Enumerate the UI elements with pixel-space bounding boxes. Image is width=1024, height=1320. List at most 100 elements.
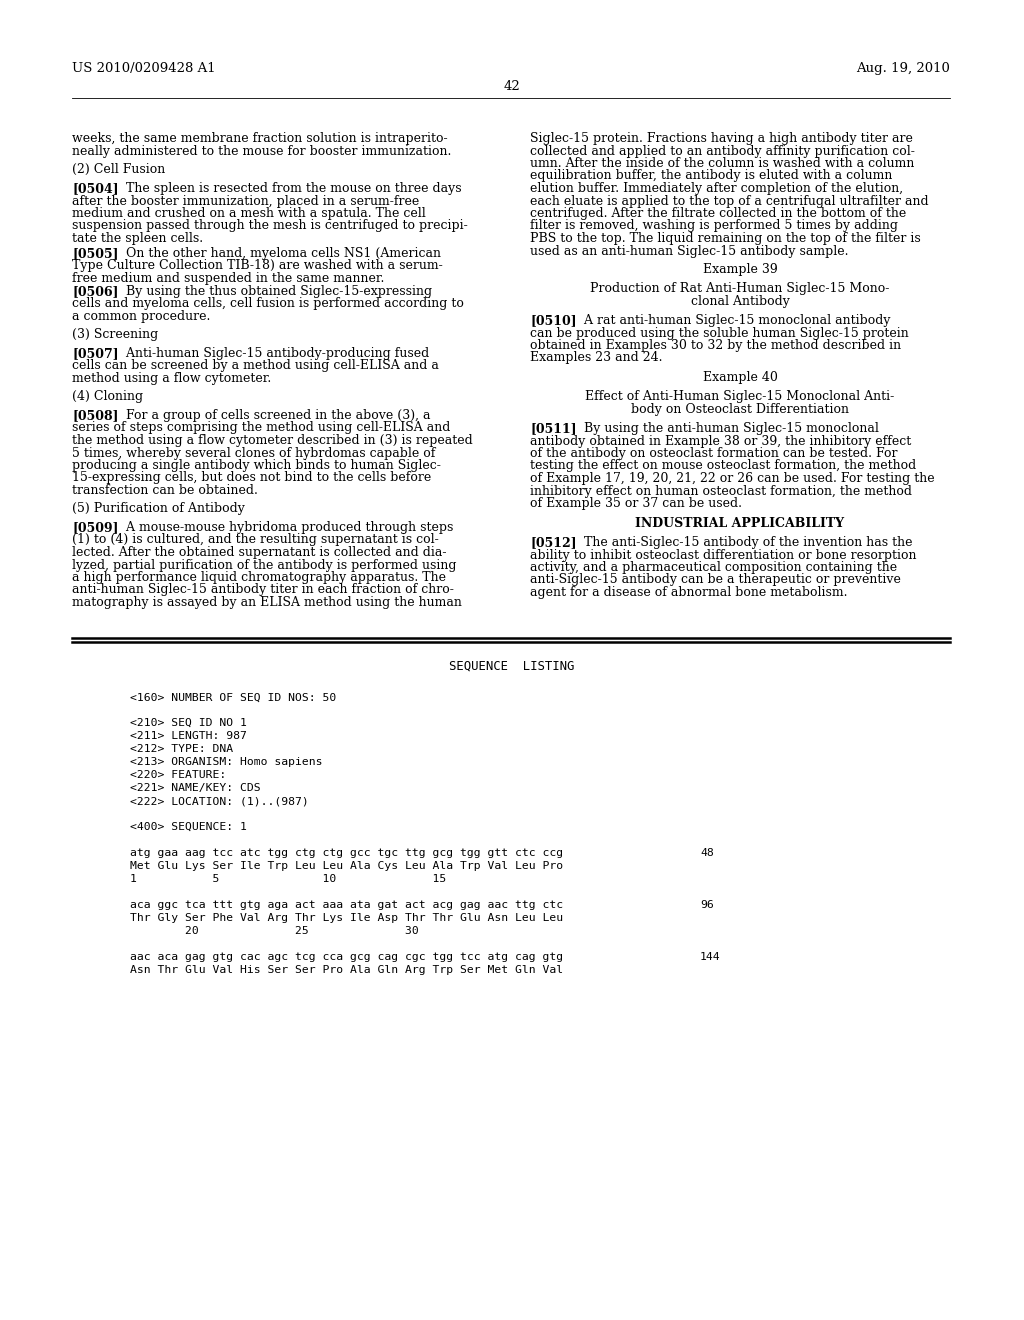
Text: 144: 144	[700, 952, 721, 962]
Text: [0512]: [0512]	[530, 536, 577, 549]
Text: lected. After the obtained supernatant is collected and dia-: lected. After the obtained supernatant i…	[72, 546, 446, 558]
Text: Example 40: Example 40	[702, 371, 777, 384]
Text: obtained in Examples 30 to 32 by the method described in: obtained in Examples 30 to 32 by the met…	[530, 339, 901, 352]
Text: US 2010/0209428 A1: US 2010/0209428 A1	[72, 62, 216, 75]
Text: each eluate is applied to the top of a centrifugal ultrafilter and: each eluate is applied to the top of a c…	[530, 194, 929, 207]
Text: transfection can be obtained.: transfection can be obtained.	[72, 484, 258, 498]
Text: Examples 23 and 24.: Examples 23 and 24.	[530, 351, 663, 364]
Text: matography is assayed by an ELISA method using the human: matography is assayed by an ELISA method…	[72, 597, 462, 609]
Text: 42: 42	[504, 81, 520, 92]
Text: Type Culture Collection TIB-18) are washed with a serum-: Type Culture Collection TIB-18) are wash…	[72, 260, 442, 272]
Text: INDUSTRIAL APPLICABILITY: INDUSTRIAL APPLICABILITY	[636, 517, 845, 531]
Text: 96: 96	[700, 900, 714, 909]
Text: 5 times, whereby several clones of hybrdomas capable of: 5 times, whereby several clones of hybrd…	[72, 446, 435, 459]
Text: used as an anti-human Siglec-15 antibody sample.: used as an anti-human Siglec-15 antibody…	[530, 244, 849, 257]
Text: (1) to (4) is cultured, and the resulting supernatant is col-: (1) to (4) is cultured, and the resultin…	[72, 533, 438, 546]
Text: aca ggc tca ttt gtg aga act aaa ata gat act acg gag aac ttg ctc: aca ggc tca ttt gtg aga act aaa ata gat …	[130, 900, 563, 909]
Text: <212> TYPE: DNA: <212> TYPE: DNA	[130, 744, 233, 754]
Text: can be produced using the soluble human Siglec-15 protein: can be produced using the soluble human …	[530, 326, 908, 339]
Text: [0506]: [0506]	[72, 285, 119, 298]
Text: <222> LOCATION: (1)..(987): <222> LOCATION: (1)..(987)	[130, 796, 309, 807]
Text: Siglec-15 protein. Fractions having a high antibody titer are: Siglec-15 protein. Fractions having a hi…	[530, 132, 912, 145]
Text: lyzed, partial purification of the antibody is performed using: lyzed, partial purification of the antib…	[72, 558, 457, 572]
Text: Met Glu Lys Ser Ile Trp Leu Leu Ala Cys Leu Ala Trp Val Leu Pro: Met Glu Lys Ser Ile Trp Leu Leu Ala Cys …	[130, 861, 563, 871]
Text: antibody obtained in Example 38 or 39, the inhibitory effect: antibody obtained in Example 38 or 39, t…	[530, 434, 911, 447]
Text: filter is removed, washing is performed 5 times by adding: filter is removed, washing is performed …	[530, 219, 898, 232]
Text: tate the spleen cells.: tate the spleen cells.	[72, 232, 203, 246]
Text: 1           5               10              15: 1 5 10 15	[130, 874, 446, 884]
Text: Production of Rat Anti-Human Siglec-15 Mono-: Production of Rat Anti-Human Siglec-15 M…	[590, 282, 890, 294]
Text: body on Osteoclast Differentiation: body on Osteoclast Differentiation	[631, 403, 849, 416]
Text: cells can be screened by a method using cell-ELISA and a: cells can be screened by a method using …	[72, 359, 439, 372]
Text: The spleen is resected from the mouse on three days: The spleen is resected from the mouse on…	[110, 182, 462, 195]
Text: 48: 48	[700, 847, 714, 858]
Text: [0511]: [0511]	[530, 422, 577, 436]
Text: A rat anti-human Siglec-15 monoclonal antibody: A rat anti-human Siglec-15 monoclonal an…	[568, 314, 891, 327]
Text: <210> SEQ ID NO 1: <210> SEQ ID NO 1	[130, 718, 247, 729]
Text: of the antibody on osteoclast formation can be tested. For: of the antibody on osteoclast formation …	[530, 447, 897, 459]
Text: Aug. 19, 2010: Aug. 19, 2010	[856, 62, 950, 75]
Text: agent for a disease of abnormal bone metabolism.: agent for a disease of abnormal bone met…	[530, 586, 848, 599]
Text: medium and crushed on a mesh with a spatula. The cell: medium and crushed on a mesh with a spat…	[72, 207, 426, 220]
Text: (2) Cell Fusion: (2) Cell Fusion	[72, 162, 165, 176]
Text: series of steps comprising the method using cell-ELISA and: series of steps comprising the method us…	[72, 421, 451, 434]
Text: centrifuged. After the filtrate collected in the bottom of the: centrifuged. After the filtrate collecte…	[530, 207, 906, 220]
Text: [0504]: [0504]	[72, 182, 119, 195]
Text: the method using a flow cytometer described in (3) is repeated: the method using a flow cytometer descri…	[72, 434, 473, 447]
Text: Anti-human Siglec-15 antibody-producing fused: Anti-human Siglec-15 antibody-producing …	[110, 347, 429, 360]
Text: (5) Purification of Antibody: (5) Purification of Antibody	[72, 502, 245, 515]
Text: after the booster immunization, placed in a serum-free: after the booster immunization, placed i…	[72, 194, 419, 207]
Text: suspension passed through the mesh is centrifuged to precipi-: suspension passed through the mesh is ce…	[72, 219, 468, 232]
Text: elution buffer. Immediately after completion of the elution,: elution buffer. Immediately after comple…	[530, 182, 903, 195]
Text: [0510]: [0510]	[530, 314, 577, 327]
Text: 15-expressing cells, but does not bind to the cells before: 15-expressing cells, but does not bind t…	[72, 471, 431, 484]
Text: <400> SEQUENCE: 1: <400> SEQUENCE: 1	[130, 822, 247, 832]
Text: clonal Antibody: clonal Antibody	[690, 294, 790, 308]
Text: <221> NAME/KEY: CDS: <221> NAME/KEY: CDS	[130, 783, 261, 793]
Text: activity, and a pharmaceutical composition containing the: activity, and a pharmaceutical compositi…	[530, 561, 897, 574]
Text: cells and myeloma cells, cell fusion is performed according to: cells and myeloma cells, cell fusion is …	[72, 297, 464, 310]
Text: (4) Cloning: (4) Cloning	[72, 389, 143, 403]
Text: Asn Thr Glu Val His Ser Ser Pro Ala Gln Arg Trp Ser Met Gln Val: Asn Thr Glu Val His Ser Ser Pro Ala Gln …	[130, 965, 563, 975]
Text: The anti-Siglec-15 antibody of the invention has the: The anti-Siglec-15 antibody of the inven…	[568, 536, 912, 549]
Text: inhibitory effect on human osteoclast formation, the method: inhibitory effect on human osteoclast fo…	[530, 484, 912, 498]
Text: of Example 35 or 37 can be used.: of Example 35 or 37 can be used.	[530, 498, 742, 510]
Text: Thr Gly Ser Phe Val Arg Thr Lys Ile Asp Thr Thr Glu Asn Leu Leu: Thr Gly Ser Phe Val Arg Thr Lys Ile Asp …	[130, 913, 563, 923]
Text: anti-human Siglec-15 antibody titer in each fraction of chro-: anti-human Siglec-15 antibody titer in e…	[72, 583, 454, 597]
Text: a common procedure.: a common procedure.	[72, 310, 210, 323]
Text: [0505]: [0505]	[72, 247, 119, 260]
Text: By using the thus obtained Siglec-15-expressing: By using the thus obtained Siglec-15-exp…	[110, 285, 432, 298]
Text: weeks, the same membrane fraction solution is intraperito-: weeks, the same membrane fraction soluti…	[72, 132, 447, 145]
Text: neally administered to the mouse for booster immunization.: neally administered to the mouse for boo…	[72, 144, 452, 157]
Text: SEQUENCE  LISTING: SEQUENCE LISTING	[450, 660, 574, 673]
Text: 20              25              30: 20 25 30	[130, 927, 419, 936]
Text: [0509]: [0509]	[72, 521, 119, 535]
Text: aac aca gag gtg cac agc tcg cca gcg cag cgc tgg tcc atg cag gtg: aac aca gag gtg cac agc tcg cca gcg cag …	[130, 952, 563, 962]
Text: For a group of cells screened in the above (3), a: For a group of cells screened in the abo…	[110, 409, 430, 422]
Text: <211> LENGTH: 987: <211> LENGTH: 987	[130, 731, 247, 741]
Text: (3) Screening: (3) Screening	[72, 327, 159, 341]
Text: atg gaa aag tcc atc tgg ctg ctg gcc tgc ttg gcg tgg gtt ctc ccg: atg gaa aag tcc atc tgg ctg ctg gcc tgc …	[130, 847, 563, 858]
Text: equilibration buffer, the antibody is eluted with a column: equilibration buffer, the antibody is el…	[530, 169, 892, 182]
Text: method using a flow cytometer.: method using a flow cytometer.	[72, 372, 271, 385]
Text: [0508]: [0508]	[72, 409, 119, 422]
Text: By using the anti-human Siglec-15 monoclonal: By using the anti-human Siglec-15 monocl…	[568, 422, 879, 436]
Text: [0507]: [0507]	[72, 347, 119, 360]
Text: umn. After the inside of the column is washed with a column: umn. After the inside of the column is w…	[530, 157, 914, 170]
Text: of Example 17, 19, 20, 21, 22 or 26 can be used. For testing the: of Example 17, 19, 20, 21, 22 or 26 can …	[530, 473, 935, 484]
Text: Effect of Anti-Human Siglec-15 Monoclonal Anti-: Effect of Anti-Human Siglec-15 Monoclona…	[586, 389, 895, 403]
Text: Example 39: Example 39	[702, 263, 777, 276]
Text: producing a single antibody which binds to human Siglec-: producing a single antibody which binds …	[72, 459, 441, 473]
Text: a high performance liquid chromatography apparatus. The: a high performance liquid chromatography…	[72, 572, 446, 583]
Text: anti-Siglec-15 antibody can be a therapeutic or preventive: anti-Siglec-15 antibody can be a therape…	[530, 573, 901, 586]
Text: free medium and suspended in the same manner.: free medium and suspended in the same ma…	[72, 272, 384, 285]
Text: <213> ORGANISM: Homo sapiens: <213> ORGANISM: Homo sapiens	[130, 756, 323, 767]
Text: collected and applied to an antibody affinity purification col-: collected and applied to an antibody aff…	[530, 144, 914, 157]
Text: On the other hand, myeloma cells NS1 (American: On the other hand, myeloma cells NS1 (Am…	[110, 247, 441, 260]
Text: <220> FEATURE:: <220> FEATURE:	[130, 770, 226, 780]
Text: testing the effect on mouse osteoclast formation, the method: testing the effect on mouse osteoclast f…	[530, 459, 916, 473]
Text: A mouse-mouse hybridoma produced through steps: A mouse-mouse hybridoma produced through…	[110, 521, 454, 535]
Text: PBS to the top. The liquid remaining on the top of the filter is: PBS to the top. The liquid remaining on …	[530, 232, 921, 246]
Text: ability to inhibit osteoclast differentiation or bone resorption: ability to inhibit osteoclast differenti…	[530, 549, 916, 561]
Text: <160> NUMBER OF SEQ ID NOS: 50: <160> NUMBER OF SEQ ID NOS: 50	[130, 693, 336, 704]
